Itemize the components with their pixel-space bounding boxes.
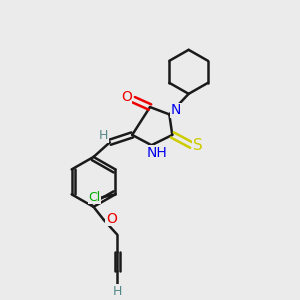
- Text: NH: NH: [146, 146, 167, 160]
- Text: N: N: [171, 103, 181, 117]
- Text: O: O: [106, 212, 117, 226]
- Text: H: H: [99, 129, 108, 142]
- Text: O: O: [121, 90, 132, 104]
- Text: S: S: [193, 138, 202, 153]
- Text: Cl: Cl: [88, 191, 101, 204]
- Text: H: H: [112, 285, 122, 298]
